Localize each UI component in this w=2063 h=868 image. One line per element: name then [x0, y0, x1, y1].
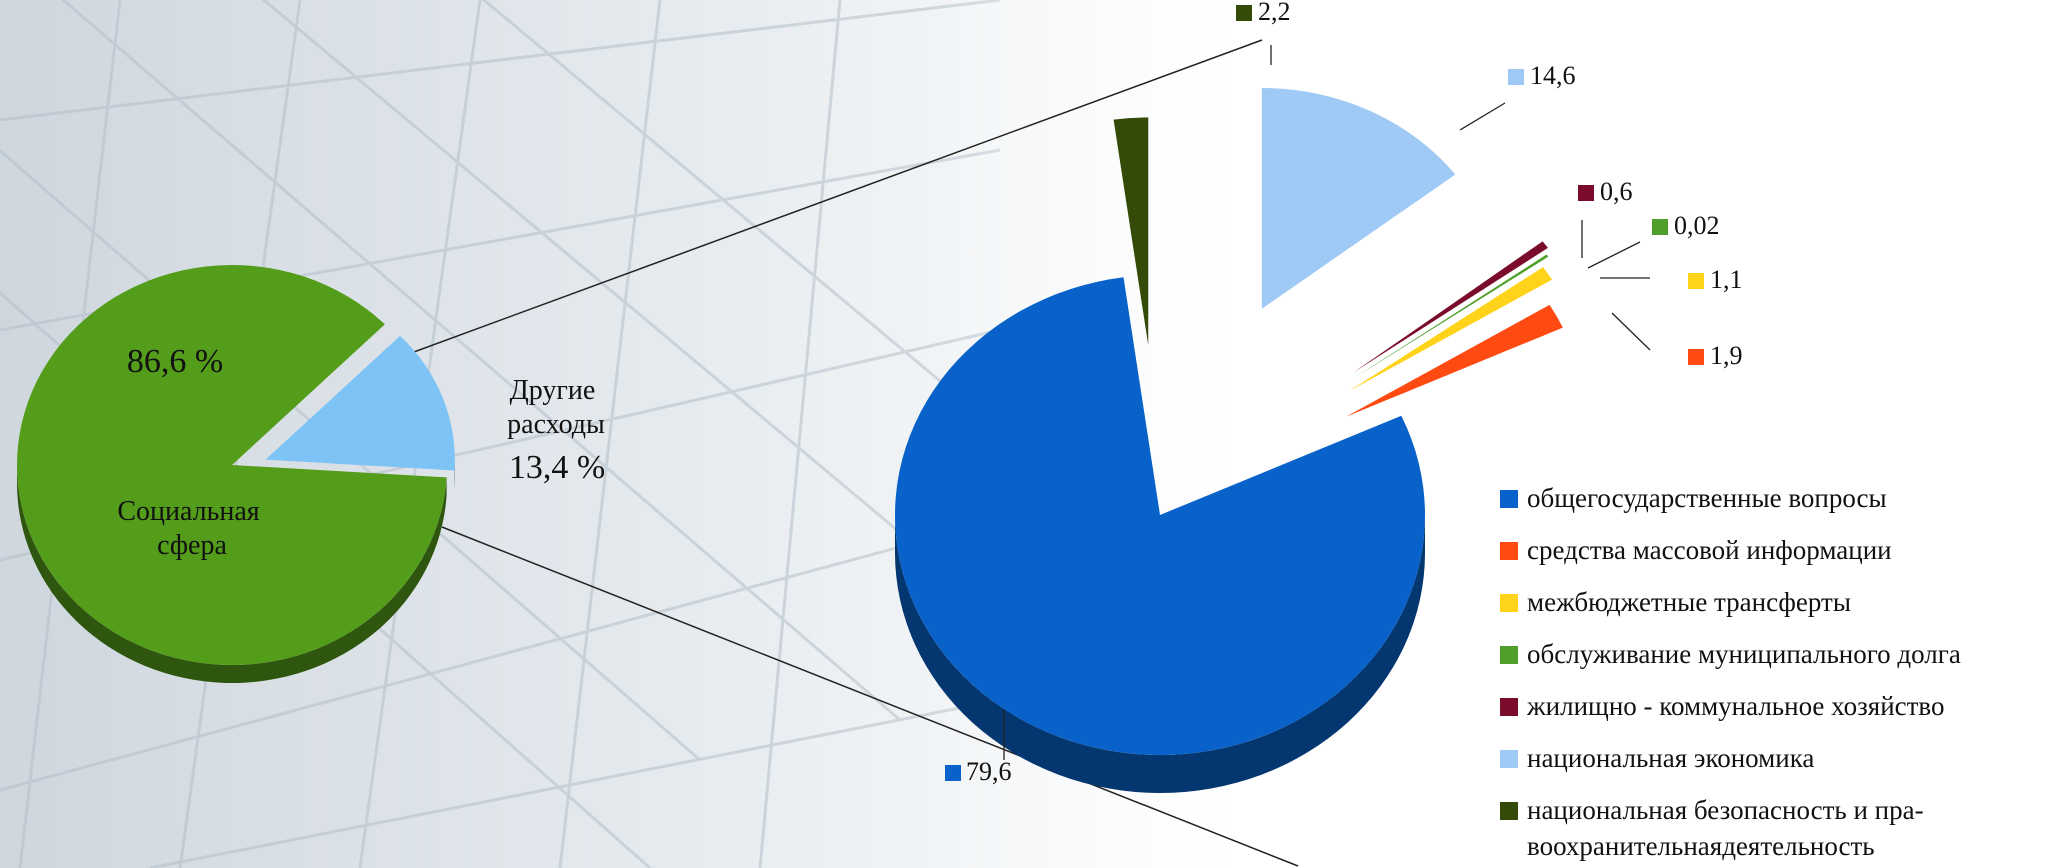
slice-municipal-debt-leader-line [1587, 241, 1641, 269]
legend-item: средства массовой информации [1500, 535, 1892, 565]
slice-mass-media [1345, 304, 1563, 417]
slice-general-issues [895, 277, 1426, 756]
pie-social-vs-other [16, 264, 455, 684]
legend-item: обслуживание муниципального долга [1500, 639, 1961, 669]
legend-swatch [1500, 750, 1518, 768]
pie-other-expenses [895, 87, 1563, 793]
slice-general-issues-side [895, 515, 1425, 793]
legend-label: средства массовой информации [1527, 535, 1892, 565]
slice-national-economy-leader-line [1459, 102, 1506, 131]
legend-item: национальная безопасность и пра-воохрани… [1500, 795, 1924, 861]
slice-housing-utilities-value-label: 0,6 [1600, 177, 1633, 206]
legend-item: жилищно - коммунальное хозяйство [1500, 691, 1945, 721]
slice-interbudget-transfers-label-marker [1688, 273, 1704, 289]
legend-label: национальная экономика [1527, 743, 1814, 773]
connector-line-bottom [441, 526, 1299, 867]
legend-label: обслуживание муниципального долга [1527, 639, 1961, 669]
slice-general-issues-label-marker [945, 765, 961, 781]
legend-swatch [1500, 646, 1518, 664]
pie-other-legend: общегосударственные вопросы средства масс… [1500, 483, 1961, 861]
slice-national-economy [1261, 87, 1456, 309]
slice-municipal-debt-label-marker [1652, 219, 1668, 235]
legend-label: национальная безопасность и пра- [1527, 795, 1924, 825]
slice-national-security [1113, 117, 1149, 346]
social-category-label: Социальная сфера [117, 496, 266, 561]
social-value-label: 86,6 % [127, 343, 223, 380]
other-value-label: 13,4 % [509, 449, 605, 486]
slice-other-expenses [265, 335, 455, 471]
legend-swatch [1500, 698, 1518, 716]
legend-swatch [1500, 594, 1518, 612]
slice-interbudget-transfers-value-label: 1,1 [1710, 265, 1743, 294]
pie-other-data-labels: 79,6 1,9 1,1 0,02 0,6 14,6 2,2 [945, 0, 1743, 786]
legend-item: национальная экономика [1500, 743, 1814, 773]
slice-general-issues-value-label: 79,6 [966, 757, 1012, 786]
slice-interbudget-transfers [1348, 267, 1553, 392]
slice-municipal-debt-value-label: 0,02 [1674, 211, 1720, 240]
legend-label: общегосударственные вопросы [1527, 483, 1887, 513]
legend-label-continued: воохранительнаядеятельность [1527, 831, 1875, 861]
slice-national-security-value-label: 2,2 [1258, 0, 1291, 26]
slice-national-economy-value-label: 14,6 [1530, 61, 1576, 90]
slice-housing-utilities-label-marker [1578, 185, 1594, 201]
slice-mass-media-value-label: 1,9 [1710, 341, 1743, 370]
slice-national-security-label-marker [1236, 5, 1252, 21]
legend-swatch [1500, 490, 1518, 508]
slice-mass-media-label-marker [1688, 349, 1704, 365]
legend-label: межбюджетные трансферты [1527, 587, 1851, 617]
connector-line-top [402, 39, 1263, 357]
other-category-label: Другие расходы [507, 375, 605, 440]
slice-housing-utilities [1353, 241, 1548, 373]
legend-swatch [1500, 542, 1518, 560]
slice-municipal-debt [1351, 254, 1549, 380]
legend-swatch [1500, 802, 1518, 820]
slice-mass-media-leader-line [1611, 312, 1651, 351]
legend-label: жилищно - коммунальное хозяйство [1526, 691, 1945, 721]
legend-item: общегосударственные вопросы [1500, 483, 1887, 513]
slice-national-economy-label-marker [1508, 69, 1524, 85]
slice-social-sphere [17, 264, 447, 665]
legend-item: межбюджетные трансферты [1500, 587, 1851, 617]
